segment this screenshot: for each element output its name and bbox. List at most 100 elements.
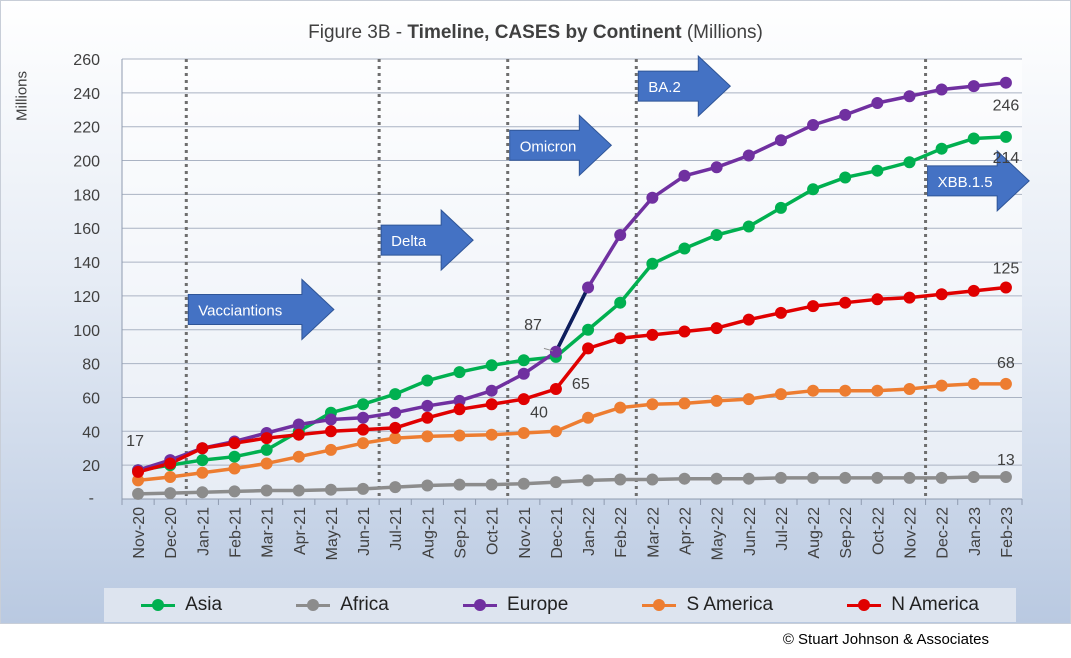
data-point xyxy=(549,383,562,395)
legend-label: N America xyxy=(891,594,979,615)
legend-marker xyxy=(141,598,176,611)
legend-label: Africa xyxy=(340,594,389,615)
event-arrow xyxy=(927,149,1030,213)
x-tick-label: Jan-23 xyxy=(967,507,984,556)
data-point xyxy=(807,183,820,196)
y-tick-label: 220 xyxy=(73,120,100,137)
data-point xyxy=(774,201,787,214)
y-tick-label: 200 xyxy=(73,154,100,171)
data-point xyxy=(999,377,1012,390)
y-tick-label: 40 xyxy=(82,424,100,441)
x-tick-label: Nov-22 xyxy=(903,507,920,559)
data-point xyxy=(999,281,1012,294)
data-point xyxy=(774,471,787,484)
data-point xyxy=(871,471,884,484)
data-point xyxy=(935,379,948,392)
data-point xyxy=(774,134,787,147)
title-prefix: Figure 3B - xyxy=(308,22,408,43)
x-tick-label: Oct-21 xyxy=(485,507,502,555)
data-point xyxy=(999,76,1012,89)
event-arrow xyxy=(637,54,732,118)
data-point xyxy=(871,164,884,177)
data-point xyxy=(453,366,466,379)
data-point xyxy=(485,398,498,411)
data-label: 40 xyxy=(530,404,548,421)
data-point xyxy=(324,443,337,456)
data-point xyxy=(292,450,305,463)
data-point xyxy=(710,161,723,174)
data-point xyxy=(774,306,787,319)
legend-item-europe: Europe xyxy=(463,594,568,616)
legend-marker-dot xyxy=(858,598,871,611)
data-point xyxy=(292,418,305,431)
legend-marker-dot xyxy=(307,598,320,611)
data-point xyxy=(164,487,177,500)
data-point xyxy=(678,169,691,182)
x-tick-label: Dec-22 xyxy=(935,507,952,559)
x-tick-label: Jul-21 xyxy=(388,507,405,551)
data-point xyxy=(132,465,145,478)
data-point xyxy=(646,328,659,341)
data-point xyxy=(196,466,209,479)
data-point xyxy=(357,398,370,411)
legend-label: S America xyxy=(686,594,774,615)
data-label: 17 xyxy=(126,433,144,450)
data-point xyxy=(582,411,595,424)
data-point xyxy=(903,291,916,304)
y-tick-label-zero: - xyxy=(89,490,94,507)
title-bold: Timeline, CASES by Continent xyxy=(407,22,682,43)
data-point xyxy=(292,484,305,497)
x-tick-label: May-22 xyxy=(710,507,727,560)
data-point xyxy=(903,156,916,169)
x-tick-label: Apr-22 xyxy=(678,507,695,555)
data-point xyxy=(935,83,948,96)
data-point xyxy=(196,486,209,499)
legend-marker xyxy=(463,598,498,611)
data-point xyxy=(421,430,434,443)
data-point xyxy=(678,325,691,338)
series-line-s-america xyxy=(137,382,1006,483)
data-point xyxy=(164,471,177,483)
series-line-asia xyxy=(137,135,1007,472)
data-point xyxy=(453,429,466,442)
legend-label: Asia xyxy=(185,594,223,615)
data-label: 125 xyxy=(993,260,1020,277)
data-point xyxy=(260,432,273,445)
data-point xyxy=(999,130,1012,143)
x-tick-label: Jan-22 xyxy=(581,507,598,556)
data-point xyxy=(614,296,627,309)
legend: Asia Africa Europe S America N America xyxy=(104,588,1016,622)
data-point xyxy=(582,474,595,487)
y-tick-label: 60 xyxy=(82,390,100,407)
data-point xyxy=(357,482,370,495)
event-arrow-label: Omicron xyxy=(520,138,577,155)
data-point xyxy=(260,484,273,497)
data-point xyxy=(710,229,723,241)
data-point xyxy=(839,171,852,184)
data-point xyxy=(839,471,852,484)
data-point xyxy=(324,413,337,426)
series-line-n-america xyxy=(137,285,1007,474)
label-leader-line xyxy=(543,347,554,352)
x-tick-label: Jan-21 xyxy=(195,507,212,556)
x-tick-label: Jun-21 xyxy=(356,507,373,556)
x-tick-label: Nov-21 xyxy=(517,507,534,559)
x-tick-label: Dec-21 xyxy=(549,507,566,559)
event-arrow-label: Delta xyxy=(391,233,427,250)
event-arrow xyxy=(509,114,613,177)
copyright-text: © Stuart Johnson & Associates xyxy=(782,631,989,648)
data-point xyxy=(807,384,820,397)
data-label: 87 xyxy=(524,317,542,334)
data-point xyxy=(292,428,305,441)
data-point xyxy=(935,288,948,301)
event-arrow-label: BA.2 xyxy=(648,79,681,96)
data-point xyxy=(453,403,466,416)
data-point xyxy=(646,257,659,270)
data-point xyxy=(742,472,755,485)
data-point xyxy=(324,483,337,496)
data-point xyxy=(260,457,273,470)
data-point xyxy=(614,401,627,414)
data-point xyxy=(903,383,916,395)
x-tick-label: Oct-22 xyxy=(870,507,887,555)
y-tick-label: 100 xyxy=(73,323,100,340)
